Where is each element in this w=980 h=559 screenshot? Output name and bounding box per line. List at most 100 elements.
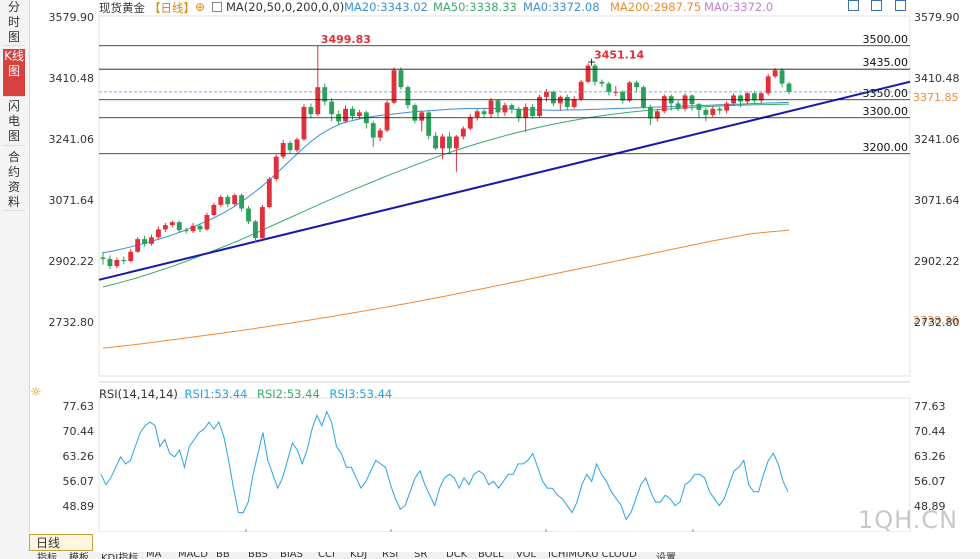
- candle-body: [550, 91, 556, 104]
- zoom-out-icon[interactable]: [871, 0, 882, 11]
- candle-body: [287, 142, 293, 151]
- candle-body: [509, 105, 515, 109]
- rsi-tick-right: 56.07: [914, 475, 946, 488]
- candle-body: [654, 111, 660, 119]
- candle-body: [634, 82, 639, 88]
- tab-kline[interactable]: K线图: [3, 49, 25, 97]
- ma200-line: [102, 229, 790, 349]
- candle-body: [495, 100, 501, 113]
- high-annotation: 3451.14: [594, 48, 644, 61]
- candle-body: [114, 259, 120, 267]
- candle-body: [370, 123, 376, 138]
- candle-body: [176, 222, 182, 231]
- high-annotation: 3499.83: [321, 33, 371, 46]
- indicator-tab[interactable]: VOL: [516, 552, 537, 559]
- sun-settings-icon[interactable]: ☼: [30, 385, 42, 400]
- y-tick-right: 2732.80: [914, 316, 960, 329]
- rsi-tick-left: 56.07: [63, 475, 95, 488]
- fullscreen-icon[interactable]: [895, 0, 906, 11]
- candle-body: [266, 178, 272, 208]
- candle-body: [183, 230, 189, 232]
- indicator-tab[interactable]: CCI: [318, 552, 335, 559]
- candle-body: [405, 87, 411, 106]
- candle-body: [578, 81, 584, 100]
- candle-body: [356, 112, 362, 116]
- candle-body: [571, 99, 577, 107]
- indicator-tab[interactable]: 指标: [37, 553, 57, 559]
- rsi-grid: [98, 381, 911, 533]
- rsi1-value: RSI1:53.44: [184, 387, 248, 401]
- candle-body: [239, 195, 245, 209]
- candle-body: [204, 214, 210, 230]
- candle-body: [259, 207, 265, 239]
- indicator-tab[interactable]: MACD: [178, 552, 208, 559]
- tab-time-share[interactable]: 分时图: [3, 0, 25, 46]
- tab-contract-info[interactable]: 合约资料: [3, 150, 25, 211]
- y-tick-left: 3071.64: [49, 194, 95, 207]
- y-tick-right: 3241.06: [914, 133, 960, 146]
- indicator-tab[interactable]: DCK: [446, 552, 468, 559]
- main-grid: [98, 15, 911, 377]
- trendline: [98, 80, 911, 281]
- main-panel-frame: [98, 15, 911, 377]
- candle-body: [447, 136, 452, 149]
- candle-body: [744, 93, 750, 102]
- tab-lightning[interactable]: 闪电图: [3, 99, 25, 146]
- zoom-in-icon[interactable]: [848, 0, 859, 11]
- indicator-tab[interactable]: 模板: [69, 553, 89, 559]
- y-tick-right: 3071.64: [914, 194, 960, 207]
- rsi2-value: RSI2:53.44: [256, 387, 320, 401]
- rsi-line-group: [100, 410, 789, 521]
- ma0-value: MA0:3372.08: [523, 0, 600, 14]
- candle-body: [751, 93, 757, 101]
- period-label: 【日线】: [149, 1, 195, 15]
- indicator-tab[interactable]: BBS: [248, 552, 268, 559]
- candle-body: [232, 195, 238, 205]
- candle-body: [156, 229, 161, 238]
- level-label: 3500.00: [863, 33, 909, 46]
- candle-body: [661, 96, 667, 112]
- candle-body: [142, 239, 148, 244]
- indicator-tab[interactable]: SR: [414, 552, 428, 559]
- y-tick-left: 2902.22: [49, 255, 95, 268]
- indicator-tab[interactable]: MA: [146, 552, 162, 559]
- candle-body: [343, 108, 348, 122]
- ma20-line: [102, 101, 790, 254]
- candle-body: [710, 108, 716, 115]
- indicator-tab[interactable]: ICHIMOKU CLOUD: [548, 552, 637, 559]
- candle-body: [537, 96, 542, 116]
- candle-body: [460, 128, 466, 137]
- y-tick-left: 2732.80: [49, 316, 95, 329]
- rsi-tick-left: 48.89: [63, 500, 95, 513]
- axis-labels: 3579.90 3579.90 3410.48 3410.48 3241.06 3241.…: [49, 11, 960, 329]
- candle-body: [467, 117, 473, 129]
- rsi-tick-right: 63.26: [914, 450, 946, 463]
- candle-body: [246, 208, 251, 222]
- ma-toggle-icon[interactable]: [212, 2, 222, 12]
- candle-body: [585, 65, 591, 82]
- indicator-tab[interactable]: BIAS: [280, 552, 303, 559]
- indicator-tab[interactable]: BOLL: [478, 552, 504, 559]
- indicator-tab[interactable]: KDJ指标: [101, 553, 139, 559]
- candle-body: [786, 83, 792, 92]
- candle-body: [647, 106, 653, 119]
- candle-body: [641, 87, 646, 107]
- candle-body: [523, 106, 529, 118]
- rsi-tick-right: 48.89: [914, 500, 946, 513]
- candle-body: [724, 103, 730, 111]
- indicator-tab[interactable]: KDJ: [350, 552, 368, 559]
- candle-body: [197, 225, 203, 230]
- period-button[interactable]: 日线: [29, 534, 93, 551]
- indicator-tab[interactable]: RSI: [382, 552, 399, 559]
- candle-body: [162, 225, 168, 230]
- candle-body: [453, 136, 459, 149]
- candle-body: [225, 196, 231, 205]
- indicator-tab[interactable]: 设置: [656, 553, 676, 559]
- settings-icon[interactable]: ⊕: [195, 0, 206, 14]
- candle-body: [703, 109, 709, 115]
- candle-body: [682, 95, 688, 109]
- candle-body: [481, 111, 487, 115]
- y-tick-right: 3579.90: [914, 11, 960, 24]
- indicator-tab[interactable]: BB: [216, 552, 230, 559]
